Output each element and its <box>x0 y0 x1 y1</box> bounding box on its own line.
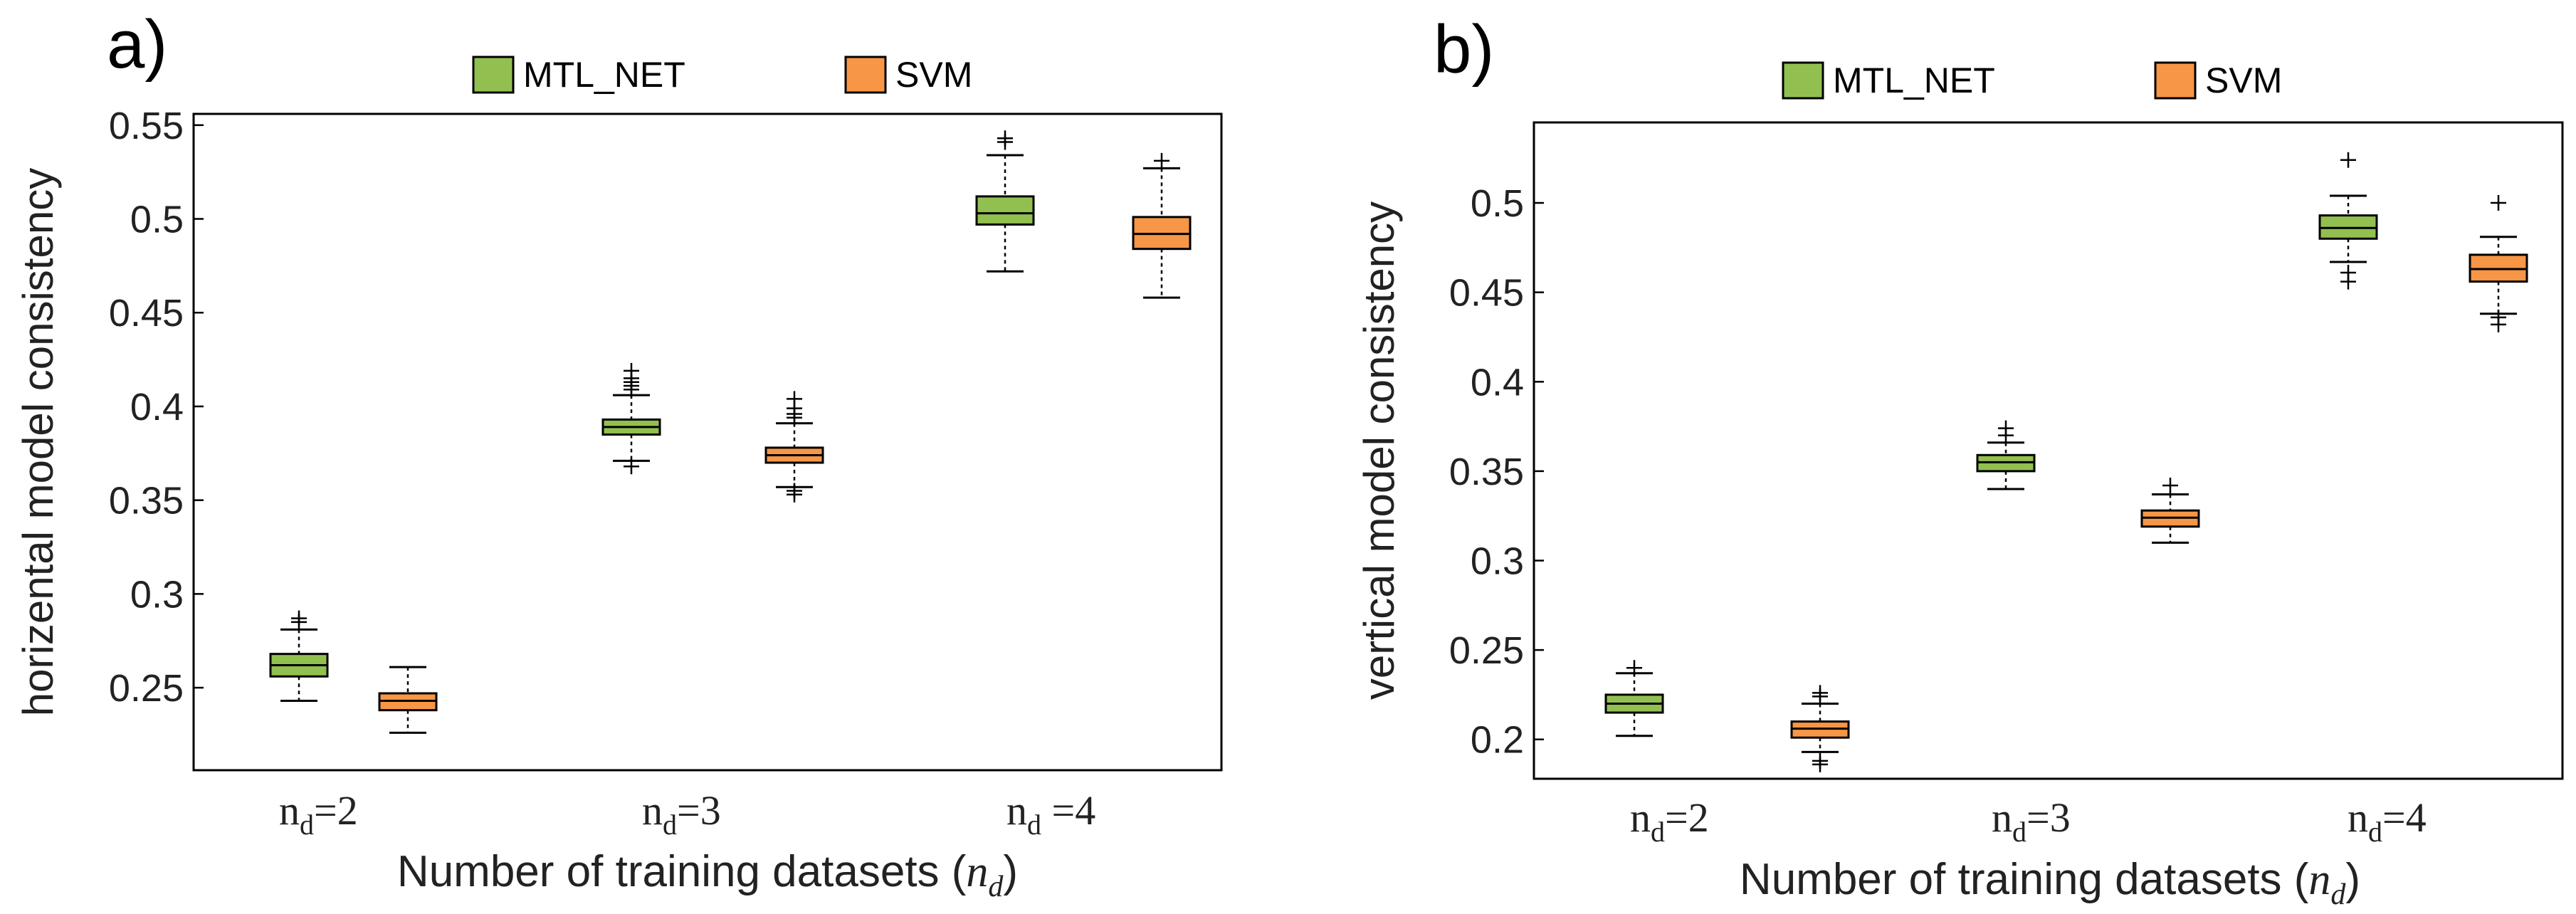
legend-b-mtl-label: MTL_NET <box>1833 61 1995 100</box>
plot-area-a <box>192 112 1223 772</box>
box-b-mtl-net-cat2 <box>1976 420 2036 490</box>
category-label-b-1: nd=2 <box>1630 794 1709 848</box>
legend-b-mtl-swatch <box>1782 61 1824 100</box>
outlier-marker <box>2491 316 2506 332</box>
outlier-marker <box>1812 685 1828 701</box>
outlier-marker <box>624 362 639 379</box>
plot-area-b <box>1533 121 2564 780</box>
y-tick-label-b-6: 0.5 <box>1471 182 1524 225</box>
outlier-marker <box>2340 152 2356 168</box>
y-tick-label-a-5: 0.5 <box>130 199 184 241</box>
y-tick-label-a-6: 0.55 <box>109 105 184 147</box>
y-tick-label-a-2: 0.35 <box>109 480 184 522</box>
category-labels-a: nd=2 nd=3 nd =4 <box>279 787 1095 841</box>
box-a-svm-cat3 <box>1132 152 1192 299</box>
y-axis-label-a: horizental model consistency <box>14 168 62 716</box>
y-tick-label-a-1: 0.3 <box>130 573 184 616</box>
legend-a-mtl-swatch <box>472 56 515 94</box>
box-a-svm-cat1 <box>378 666 438 734</box>
legend-a-mtl-label: MTL_NET <box>523 55 685 95</box>
y-tick-label-a-3: 0.4 <box>130 386 184 429</box>
box-b-mtl-net-cat3 <box>2318 152 2378 290</box>
y-tick-label-b-5: 0.45 <box>1449 272 1524 315</box>
y-tick-label-b-3: 0.35 <box>1449 451 1524 493</box>
panel-b-label: b) <box>1434 11 1494 88</box>
outlier-marker <box>2491 195 2506 211</box>
x-axis-label-a: Number of training datasets (nd) <box>397 847 1018 903</box>
category-label-b-2: nd=3 <box>1992 794 2071 848</box>
box-a-mtl-net-cat2 <box>601 362 661 475</box>
outlier-marker <box>1998 420 2014 436</box>
y-tick-label-b-4: 0.4 <box>1471 361 1524 404</box>
category-label-a-3: nd =4 <box>1006 787 1095 841</box>
y-tick-label-a-0: 0.25 <box>109 667 184 710</box>
outlier-marker <box>291 610 307 626</box>
category-labels-b: nd=2 nd=3 nd=4 <box>1630 794 2427 848</box>
category-label-a-2: nd=3 <box>642 787 721 841</box>
panel-a: a) MTL_NET SVM 0.25 0.3 0.35 0.4 0.45 0.5 0.55… <box>14 6 1223 903</box>
box-a-mtl-net-cat3 <box>975 130 1035 273</box>
outlier-marker <box>787 486 802 503</box>
y-ticks-b: 0.2 0.25 0.3 0.35 0.4 0.45 0.5 <box>1449 182 1544 762</box>
y-tick-label-b-1: 0.25 <box>1449 629 1524 672</box>
box-b-mtl-net-cat1 <box>1604 660 1664 737</box>
legend-b-svm-label: SVM <box>2205 61 2282 100</box>
outlier-marker <box>787 391 802 407</box>
outlier-marker <box>1812 756 1828 772</box>
outlier-marker <box>2162 477 2178 493</box>
legend-b-svm-swatch <box>2154 61 2197 100</box>
panel-a-label: a) <box>107 6 167 83</box>
legend-a: MTL_NET SVM <box>472 55 972 95</box>
panel-b: b) MTL_NET SVM 0.20.250.30.350.40.450.5 … <box>1355 11 2564 911</box>
outlier-marker <box>624 458 639 475</box>
y-axis-label-b: vertical model consistency <box>1355 201 1403 700</box>
category-label-a-1: nd=2 <box>279 787 358 841</box>
legend-a-svm-swatch <box>844 56 887 94</box>
outlier-marker <box>997 130 1013 147</box>
outlier-marker <box>1626 660 1642 676</box>
boxes-a <box>269 130 1192 734</box>
box-b-svm-cat3 <box>2469 195 2528 332</box>
y-tick-label-b-0: 0.2 <box>1471 719 1524 762</box>
x-axis-label-b: Number of training datasets (nd) <box>1740 855 2360 911</box>
box-b-svm-cat2 <box>2140 477 2200 544</box>
y-tick-label-a-4: 0.45 <box>109 292 184 335</box>
outlier-marker <box>2340 273 2356 290</box>
legend-b: MTL_NET SVM <box>1782 61 2282 100</box>
box-b-svm-cat1 <box>1790 685 1850 772</box>
box-a-mtl-net-cat1 <box>269 610 329 703</box>
outlier-marker <box>1154 152 1169 169</box>
legend-a-svm-label: SVM <box>895 55 972 95</box>
boxes-b <box>1604 152 2528 772</box>
box-iqr <box>975 195 1035 226</box>
category-label-b-3: nd=4 <box>2348 794 2427 848</box>
y-tick-label-b-2: 0.3 <box>1471 540 1524 583</box>
box-a-svm-cat2 <box>764 391 824 503</box>
y-ticks-a: 0.25 0.3 0.35 0.4 0.45 0.5 0.55 <box>109 105 204 710</box>
